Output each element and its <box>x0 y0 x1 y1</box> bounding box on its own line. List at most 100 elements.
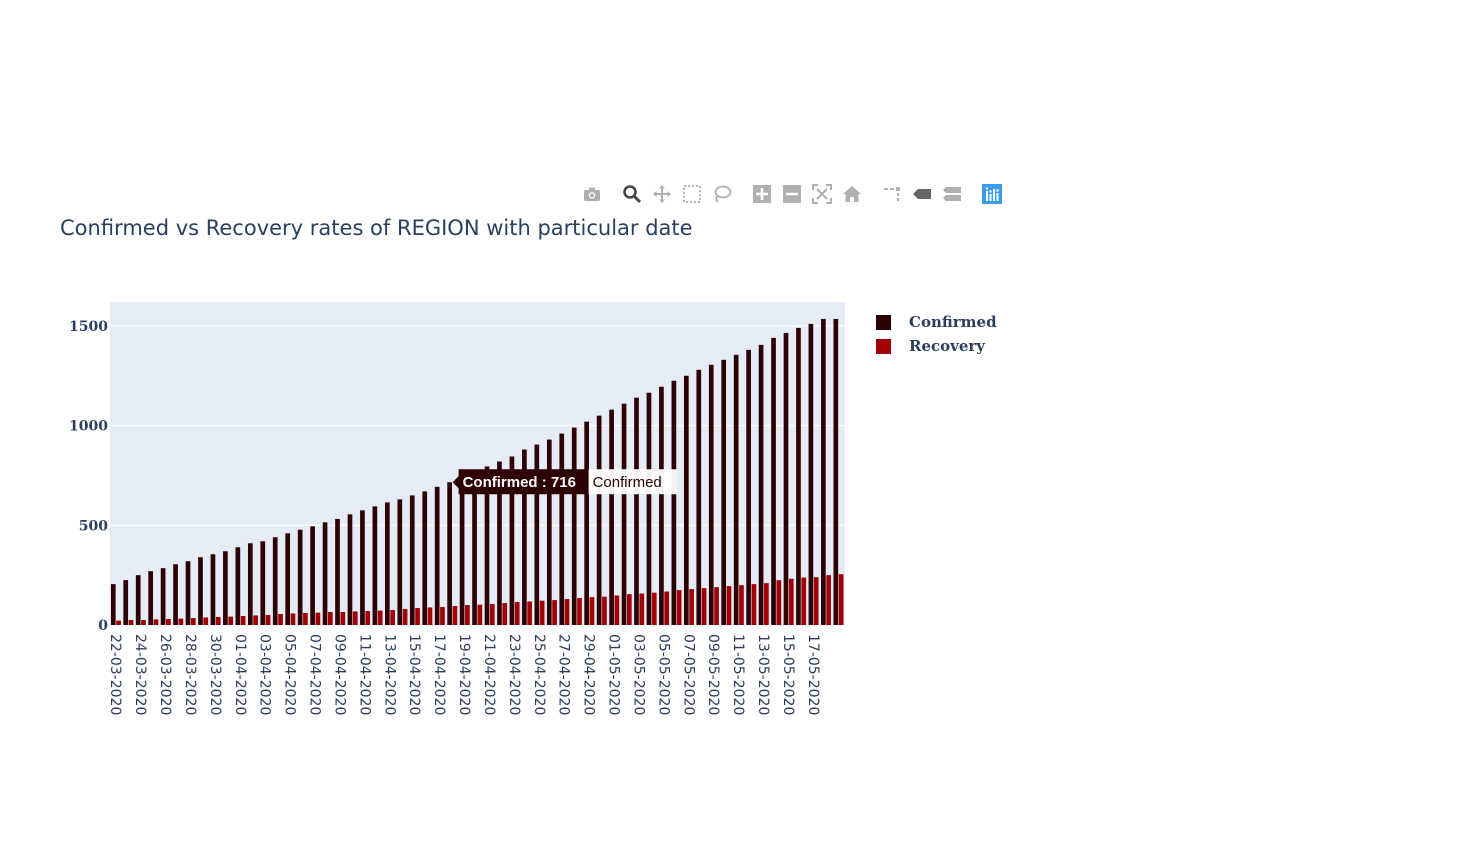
bar-recovery[interactable] <box>552 600 557 625</box>
bar-confirmed[interactable] <box>135 575 141 625</box>
bar-confirmed[interactable] <box>497 461 502 625</box>
bar-recovery[interactable] <box>489 604 495 625</box>
bar-confirmed[interactable] <box>322 522 328 625</box>
zoom-out-icon[interactable] <box>780 182 804 206</box>
bar-confirmed[interactable] <box>285 533 291 625</box>
bar-confirmed[interactable] <box>297 529 303 625</box>
bar-confirmed[interactable] <box>771 337 776 625</box>
bar-confirmed[interactable] <box>422 491 428 625</box>
bar-recovery[interactable] <box>577 598 582 625</box>
bar-confirmed[interactable] <box>360 510 365 625</box>
bar-confirmed[interactable] <box>584 421 590 625</box>
bar-confirmed[interactable] <box>509 456 515 625</box>
bar-confirmed[interactable] <box>447 482 452 625</box>
reset-axes-icon[interactable] <box>840 182 864 206</box>
bar-confirmed[interactable] <box>821 318 826 625</box>
bar-recovery[interactable] <box>141 620 146 625</box>
legend-item-recovery[interactable]: Recovery <box>876 334 997 358</box>
bar-recovery[interactable] <box>465 605 470 625</box>
bar-recovery[interactable] <box>502 603 508 625</box>
bar-confirmed[interactable] <box>634 397 639 625</box>
spike-lines-icon[interactable] <box>880 182 904 206</box>
bar-confirmed[interactable] <box>683 375 689 625</box>
bar-confirmed[interactable] <box>247 543 253 625</box>
bar-confirmed[interactable] <box>621 403 627 625</box>
bar-recovery[interactable] <box>664 591 670 626</box>
bar-recovery[interactable] <box>228 616 234 625</box>
bar-confirmed[interactable] <box>385 502 390 625</box>
lasso-icon[interactable] <box>710 182 734 206</box>
bar-recovery[interactable] <box>352 611 358 625</box>
bar-recovery[interactable] <box>564 599 570 625</box>
bar-recovery[interactable] <box>153 619 159 625</box>
bar-recovery[interactable] <box>215 617 221 625</box>
bar-recovery[interactable] <box>240 616 246 625</box>
bar-confirmed[interactable] <box>721 359 727 625</box>
bar-confirmed[interactable] <box>746 349 751 625</box>
bar-recovery[interactable] <box>813 577 819 625</box>
bar-recovery[interactable] <box>328 612 333 625</box>
bar-confirmed[interactable] <box>472 471 477 625</box>
bar-recovery[interactable] <box>477 604 483 625</box>
bar-recovery[interactable] <box>203 617 209 625</box>
bar-recovery[interactable] <box>265 615 271 625</box>
bar-confirmed[interactable] <box>671 380 677 625</box>
bar-recovery[interactable] <box>415 608 420 625</box>
bar-recovery[interactable] <box>739 585 744 625</box>
bar-confirmed[interactable] <box>459 477 465 625</box>
bar-recovery[interactable] <box>689 589 694 625</box>
bar-recovery[interactable] <box>826 575 831 625</box>
bar-confirmed[interactable] <box>310 526 315 625</box>
bar-confirmed[interactable] <box>185 561 191 625</box>
bar-confirmed[interactable] <box>833 318 839 625</box>
pan-icon[interactable] <box>650 182 674 206</box>
bar-confirmed[interactable] <box>646 392 652 625</box>
zoom-in-icon[interactable] <box>750 182 774 206</box>
autoscale-icon[interactable] <box>810 182 834 206</box>
bar-recovery[interactable] <box>166 619 171 625</box>
bar-recovery[interactable] <box>290 613 296 625</box>
bar-confirmed[interactable] <box>808 323 814 625</box>
bar-recovery[interactable] <box>589 597 595 625</box>
bar-recovery[interactable] <box>178 618 184 625</box>
bar-confirmed[interactable] <box>796 327 801 625</box>
bar-recovery[interactable] <box>701 588 707 625</box>
bar-confirmed[interactable] <box>210 554 216 625</box>
bar-recovery[interactable] <box>838 574 844 625</box>
bar-recovery[interactable] <box>639 593 645 626</box>
bar-recovery[interactable] <box>253 615 258 625</box>
bar-recovery[interactable] <box>764 583 769 625</box>
bar-confirmed[interactable] <box>534 444 540 625</box>
bar-recovery[interactable] <box>614 595 620 625</box>
legend-item-confirmed[interactable]: Confirmed <box>876 310 997 334</box>
bar-recovery[interactable] <box>539 600 545 625</box>
bar-recovery[interactable] <box>390 610 395 625</box>
bar-confirmed[interactable] <box>173 564 178 625</box>
zoom-icon[interactable] <box>620 182 644 206</box>
bar-confirmed[interactable] <box>783 332 789 625</box>
camera-icon[interactable] <box>580 182 604 206</box>
bar-recovery[interactable] <box>714 587 719 625</box>
bar-recovery[interactable] <box>751 584 757 625</box>
bar-recovery[interactable] <box>776 580 782 625</box>
bar-confirmed[interactable] <box>484 466 490 625</box>
bar-recovery[interactable] <box>365 611 371 625</box>
bar-recovery[interactable] <box>377 610 383 625</box>
bar-confirmed[interactable] <box>758 344 764 625</box>
bar-recovery[interactable] <box>726 586 732 625</box>
bar-confirmed[interactable] <box>110 584 116 625</box>
bar-confirmed[interactable] <box>522 449 527 625</box>
hover-compare-icon[interactable] <box>940 182 964 206</box>
bar-confirmed[interactable] <box>733 354 739 625</box>
bar-recovery[interactable] <box>190 618 196 625</box>
bar-recovery[interactable] <box>340 612 346 625</box>
bar-recovery[interactable] <box>651 592 657 625</box>
bar-confirmed[interactable] <box>198 557 203 625</box>
bar-confirmed[interactable] <box>223 551 228 625</box>
hover-closest-icon[interactable] <box>910 182 934 206</box>
bar-recovery[interactable] <box>427 607 433 625</box>
bar-recovery[interactable] <box>315 612 321 625</box>
bar-recovery[interactable] <box>440 607 445 625</box>
bar-confirmed[interactable] <box>397 499 403 625</box>
bar-recovery[interactable] <box>116 620 121 625</box>
